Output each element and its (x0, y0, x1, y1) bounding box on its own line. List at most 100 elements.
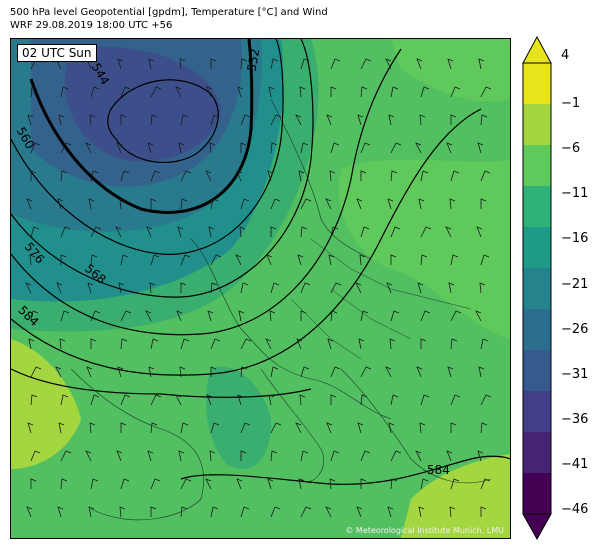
wind-barb (240, 366, 248, 378)
wind-barb (450, 114, 457, 125)
wind-barb (356, 198, 363, 210)
colorbar-segment (523, 104, 551, 146)
wind-barb (120, 338, 128, 350)
contour-label-584-south: 584 (427, 463, 450, 477)
colorbar-segment (523, 227, 551, 269)
wind-barb (360, 366, 372, 378)
wind-barb (90, 338, 97, 349)
wind-barb (388, 114, 395, 126)
wind-barb (180, 422, 189, 434)
wind-barb (149, 282, 156, 294)
wind-barb (420, 86, 430, 98)
wind-barb (56, 282, 63, 294)
wind-barb (390, 450, 402, 462)
wind-barb (330, 310, 338, 322)
wind-barb (270, 142, 278, 154)
wind-barb (120, 394, 131, 406)
wind-barb (330, 226, 339, 238)
wind-barb (267, 478, 274, 490)
wind-barb (480, 170, 491, 182)
wind-barb (120, 170, 130, 182)
wind-barb (57, 198, 64, 210)
wind-barb (326, 114, 333, 126)
wind-barb (480, 338, 489, 350)
wind-barb (209, 142, 216, 154)
coastline-iberia (70, 368, 204, 521)
wind-barb (26, 198, 33, 210)
wind-barb (150, 198, 157, 209)
wind-barb (210, 338, 221, 350)
wind-barb (420, 310, 431, 322)
wind-barb (415, 142, 422, 154)
wind-barb (450, 422, 457, 433)
wind-barb (449, 198, 456, 210)
colorbar-segment (523, 309, 551, 351)
wind-barb (210, 114, 220, 126)
wind-barb (30, 478, 37, 489)
temperature-field-northeast (391, 39, 510, 102)
wind-barb (420, 394, 430, 406)
wind-barb (118, 282, 125, 294)
wind-barb (360, 170, 367, 181)
forecast-time-badge: 02 UTC Sun (17, 44, 97, 62)
wind-barb (240, 506, 250, 518)
wind-barb (175, 86, 182, 98)
colorbar-segment (523, 268, 551, 310)
wind-barb (270, 450, 278, 462)
wind-barb (58, 422, 65, 434)
wind-barb (356, 506, 363, 518)
wind-barb (87, 282, 94, 294)
wind-barb (60, 170, 68, 182)
wind-barb (480, 506, 487, 517)
colorbar-segment (523, 186, 551, 228)
colorbar-segment (523, 473, 551, 515)
wind-barb (447, 58, 454, 70)
wind-barb (330, 282, 342, 294)
wind-barb (330, 142, 340, 154)
wind-barb (180, 338, 190, 350)
wind-barb (120, 114, 127, 125)
wind-barb (476, 226, 483, 238)
wind-barb (449, 506, 456, 518)
wind-barb (60, 86, 69, 98)
wind-barb (147, 142, 154, 154)
colorbar-tick-label: −21 (561, 276, 589, 292)
wind-barb (30, 142, 41, 154)
contour-560 (11, 39, 284, 255)
wind-barb (117, 366, 124, 378)
wind-barb (270, 366, 279, 378)
wind-barb (330, 86, 337, 97)
wind-barb (450, 338, 458, 350)
wind-barb (450, 478, 460, 490)
colorbar-tick-label: −26 (561, 321, 589, 337)
wind-barb (420, 478, 429, 490)
wind-barb (210, 366, 217, 377)
temperature-field-east (339, 159, 510, 339)
wind-barb (150, 478, 161, 490)
wind-barb (480, 254, 490, 266)
wind-barb (60, 226, 71, 238)
wind-barb (57, 506, 64, 518)
wind-barb (389, 338, 396, 350)
wind-barb (420, 226, 432, 238)
wind-barb (480, 422, 488, 434)
wind-barb (60, 450, 72, 462)
wind-barb (269, 310, 276, 322)
wind-barb (386, 282, 393, 294)
wind-barb (180, 114, 189, 126)
wind-barb (116, 142, 123, 154)
wind-barb (478, 58, 485, 70)
wind-barb (328, 254, 335, 266)
contour-576 (11, 48, 402, 336)
wind-barb (119, 506, 126, 518)
wind-barb (327, 338, 334, 350)
colorbar-segment (523, 350, 551, 392)
wind-barb (448, 282, 455, 294)
wind-barb (150, 86, 162, 98)
wind-barb (270, 114, 282, 126)
wind-barb (300, 310, 307, 321)
wind-barb (60, 142, 72, 154)
wind-barb (208, 226, 215, 238)
wind-barb (236, 478, 243, 490)
wind-barb (477, 450, 484, 462)
